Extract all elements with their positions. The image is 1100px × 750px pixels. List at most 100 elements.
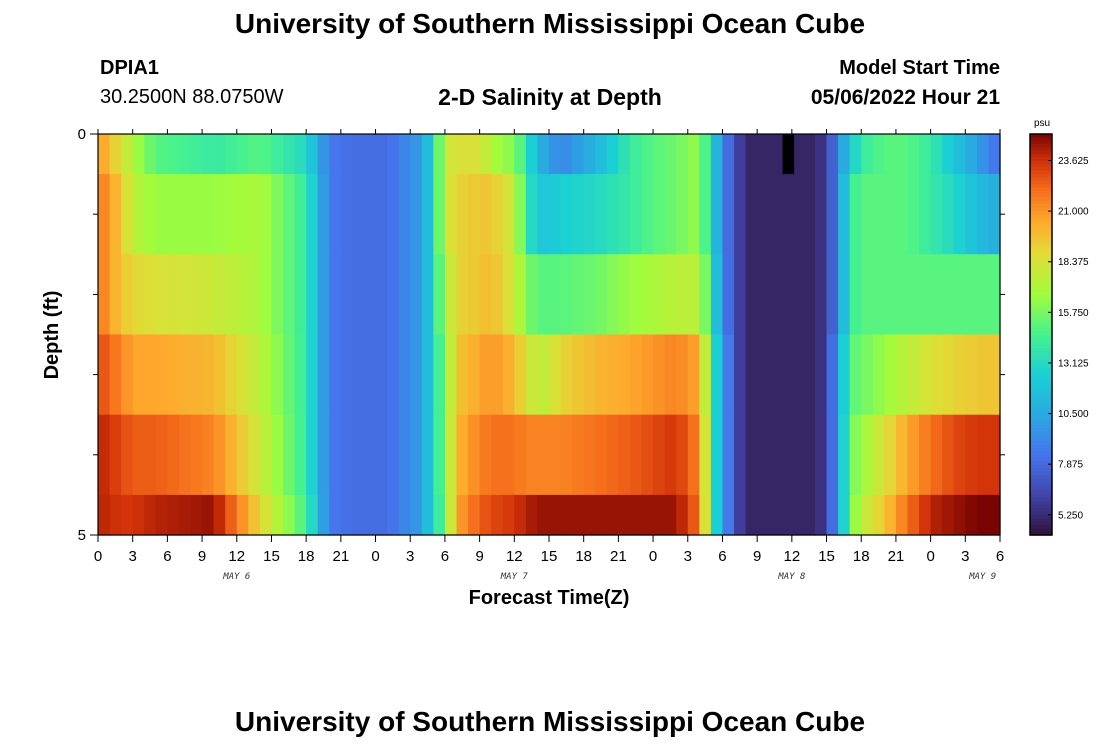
heatmap-cell xyxy=(572,414,585,496)
heatmap-cell xyxy=(687,334,700,416)
colorbar-segment xyxy=(1030,504,1052,509)
heatmap-cell xyxy=(491,414,504,496)
heatmap-cell xyxy=(734,414,747,496)
heatmap-cell xyxy=(722,174,735,255)
heatmap-cell xyxy=(965,134,978,175)
heatmap-cell xyxy=(352,334,365,416)
heatmap-cell xyxy=(479,334,492,416)
heatmap-cell xyxy=(456,254,469,336)
heatmap-cell xyxy=(144,494,157,536)
heatmap-cell xyxy=(225,254,238,336)
heatmap-cell xyxy=(132,254,145,336)
heatmap-cell xyxy=(514,334,527,416)
colorbar-segment xyxy=(1030,337,1052,342)
colorbar-segment xyxy=(1030,384,1052,389)
heatmap-cell xyxy=(919,174,932,255)
heatmap-cell xyxy=(838,414,851,496)
heatmap-cell xyxy=(525,254,539,336)
heatmap-cell xyxy=(687,254,700,336)
heatmap-cell xyxy=(352,254,365,336)
colorbar-segment xyxy=(1030,287,1052,292)
colorbar-segment xyxy=(1030,144,1052,148)
heatmap-cell xyxy=(919,254,932,336)
heatmap-cell xyxy=(560,134,573,175)
heatmap-cell xyxy=(549,334,562,416)
model-start-value: 05/06/2022 Hour 21 xyxy=(810,86,1000,109)
heatmap-cell xyxy=(398,414,411,496)
colorbar-segment xyxy=(1030,150,1052,155)
heatmap-cell xyxy=(259,254,273,336)
heatmap-cell xyxy=(884,334,897,416)
heatmap-cell xyxy=(213,334,226,416)
heatmap-cell xyxy=(433,134,446,175)
heatmap-cell xyxy=(699,494,712,536)
heatmap-cell xyxy=(306,494,319,536)
heatmap-cell xyxy=(502,254,515,336)
x-tick-label: 12 xyxy=(228,548,245,565)
heatmap-cell xyxy=(641,254,654,336)
heatmap-cell xyxy=(814,494,828,536)
heatmap-cell xyxy=(560,494,573,536)
heatmap-cell xyxy=(283,254,296,336)
heatmap-cell xyxy=(248,494,261,536)
heatmap-cell xyxy=(606,254,619,336)
colorbar-segment xyxy=(1030,174,1052,179)
heatmap-cell xyxy=(479,134,492,175)
heatmap-cell xyxy=(271,494,284,536)
heatmap-cell xyxy=(895,494,909,536)
colorbar-segment xyxy=(1030,471,1052,476)
heatmap-cell xyxy=(444,494,458,536)
colorbar-segment xyxy=(1030,508,1052,513)
colorbar-segment xyxy=(1030,334,1052,339)
heatmap-cell xyxy=(618,414,631,496)
colorbar-segment xyxy=(1030,157,1052,162)
heatmap-cell xyxy=(687,414,700,496)
heatmap-cell xyxy=(803,254,816,336)
heatmap-cell xyxy=(190,414,203,496)
heatmap-cell xyxy=(387,414,400,496)
heatmap-cell xyxy=(988,414,1001,496)
heatmap-cell xyxy=(178,334,192,416)
colorbar-segment xyxy=(1030,478,1052,483)
x-tick-label: 12 xyxy=(506,548,523,565)
heatmap-cell xyxy=(144,134,157,175)
heatmap-cell xyxy=(155,254,168,336)
heatmap-cell xyxy=(387,334,400,416)
colorbar-segment xyxy=(1030,210,1052,215)
colorbar-segment xyxy=(1030,227,1052,232)
colorbar-segment xyxy=(1030,438,1052,443)
heatmap-cell xyxy=(629,334,643,416)
heatmap-cell xyxy=(352,174,365,255)
x-tick-label: 9 xyxy=(753,548,761,565)
heatmap-cell xyxy=(317,334,330,416)
colorbar-segment xyxy=(1030,381,1052,386)
heatmap-cell xyxy=(919,494,932,536)
y-tick-label: 5 xyxy=(78,527,86,544)
heatmap-cell xyxy=(433,494,446,536)
heatmap-cell xyxy=(144,254,157,336)
heatmap-cell xyxy=(849,134,862,175)
heatmap-cell xyxy=(907,334,920,416)
heatmap-cell xyxy=(121,334,134,416)
x-tick-label: 21 xyxy=(610,548,627,565)
heatmap-cell xyxy=(236,494,249,536)
x-tick-label: 15 xyxy=(818,548,835,565)
heatmap-cell xyxy=(155,494,168,536)
colorbar-segment xyxy=(1030,401,1052,406)
heatmap-cell xyxy=(491,254,504,336)
x-tick-label: 6 xyxy=(441,548,449,565)
heatmap-cell xyxy=(329,254,342,336)
heatmap-cell xyxy=(259,334,273,416)
heatmap-cell xyxy=(387,174,400,255)
heatmap-cell xyxy=(583,254,596,336)
heatmap-cell xyxy=(352,494,365,536)
heatmap-cell xyxy=(641,174,654,255)
colorbar-segment xyxy=(1030,491,1052,496)
heatmap-cell xyxy=(225,494,238,536)
heatmap-cell xyxy=(745,174,758,255)
heatmap-cell xyxy=(398,494,411,536)
heatmap-cell xyxy=(757,134,770,175)
heatmap-cell xyxy=(722,134,735,175)
date-label: MAY 8 xyxy=(777,572,805,582)
colorbar-segment xyxy=(1030,327,1052,332)
